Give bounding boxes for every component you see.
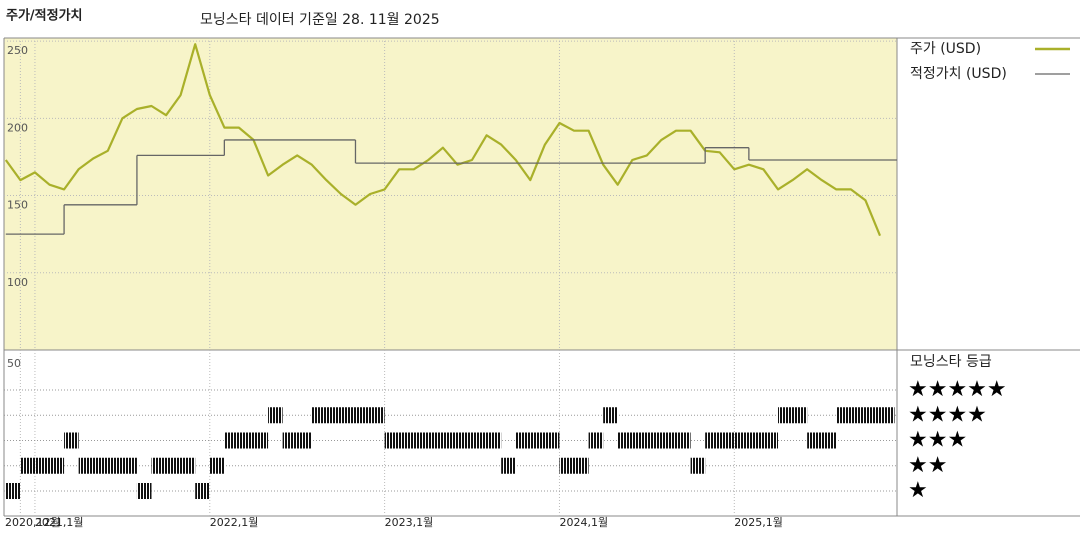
rating-label: ★★★ — [908, 428, 967, 453]
rating-bar — [690, 457, 706, 474]
rating-bar — [588, 432, 604, 449]
rating-bar — [559, 457, 589, 474]
rating-bar — [136, 483, 152, 499]
x-tick-label: 2021,1월 — [35, 516, 84, 529]
y-tick-label: 100 — [7, 276, 28, 289]
y-tick-label: 150 — [7, 199, 28, 212]
rating-title: 모닝스타 등급 — [910, 354, 992, 370]
rating-bar — [501, 457, 516, 474]
legend-label: 적정가치 (USD) — [910, 66, 1007, 82]
chart-title: 주가/적정가치 — [6, 8, 83, 24]
x-tick-label: 2025,1월 — [734, 516, 783, 529]
rating-bar — [209, 457, 225, 474]
rating-bar — [311, 407, 385, 424]
rating-axis-label: 50 — [7, 357, 21, 370]
x-tick-label: 2024,1월 — [559, 516, 608, 529]
rating-bar — [282, 432, 312, 449]
rating-label: ★★ — [908, 453, 947, 478]
chart-subtitle: 모닝스타 데이터 기준일 28. 11월 2025 — [200, 12, 440, 28]
x-tick-label: 2022,1월 — [210, 516, 259, 529]
rating-label: ★★★★★ — [908, 377, 1007, 402]
rating-bar — [705, 432, 779, 449]
rating-bar — [268, 407, 283, 424]
x-tick-label: 2023,1월 — [385, 516, 434, 529]
rating-bar — [836, 407, 895, 424]
rating-bar — [515, 432, 560, 449]
rating-label: ★ — [908, 478, 928, 503]
rating-bar — [78, 457, 137, 474]
rating-bar — [5, 483, 21, 499]
x-tick-label: 2020,12월 — [5, 516, 61, 529]
y-tick-label: 250 — [7, 44, 28, 57]
legend-label: 주가 (USD) — [910, 41, 981, 57]
plot-background — [4, 38, 897, 350]
y-tick-label: 200 — [7, 121, 28, 134]
rating-bar — [603, 407, 618, 424]
rating-bar — [64, 432, 79, 449]
rating-bar — [384, 432, 502, 449]
rating-bar — [195, 483, 210, 499]
rating-bar — [807, 432, 837, 449]
rating-bar — [151, 457, 196, 474]
rating-bar — [20, 457, 65, 474]
rating-bar — [617, 432, 691, 449]
rating-label: ★★★★ — [908, 402, 987, 427]
rating-bar — [778, 407, 808, 424]
price-line — [4, 43, 882, 237]
rating-bar — [224, 432, 269, 449]
